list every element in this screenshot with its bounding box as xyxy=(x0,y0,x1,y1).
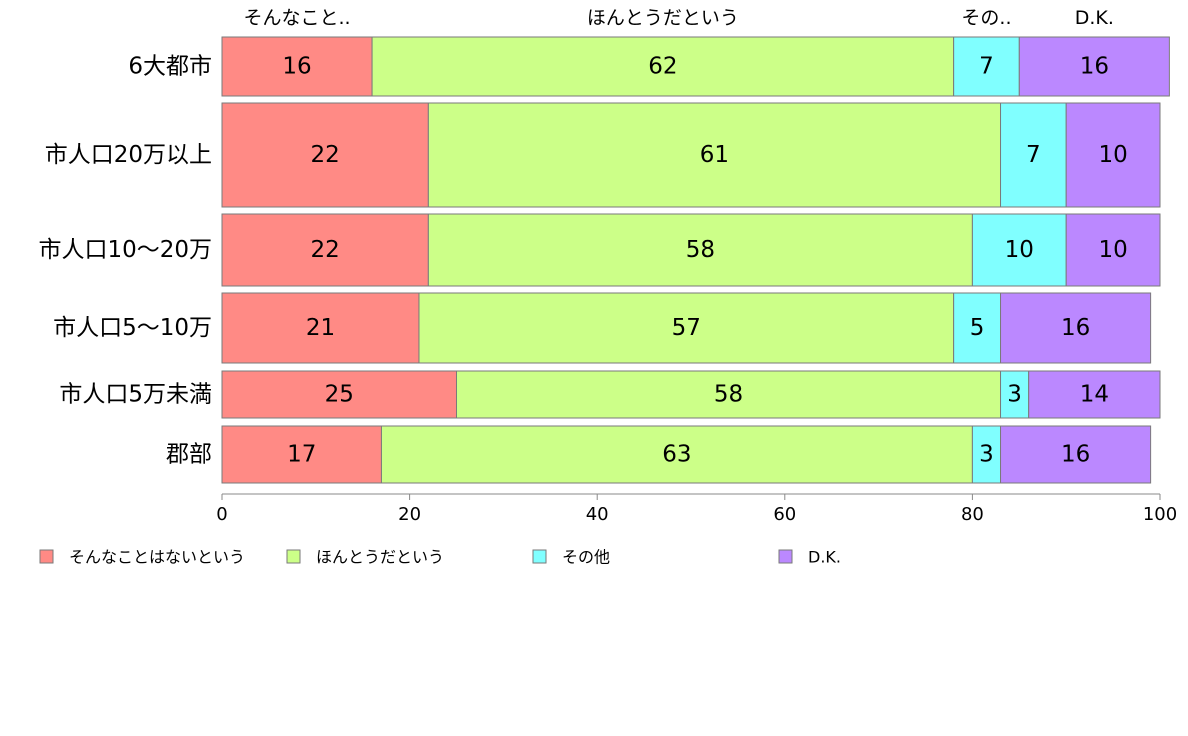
data-label-2-1: 22 xyxy=(311,142,340,168)
bar-segment-1-4 xyxy=(1018,36,1170,97)
legend-swatch-1 xyxy=(39,549,54,564)
top-segment-labels: そんなこと.. ほんとうだという その.. D.K. xyxy=(243,7,1113,29)
x-tick-label-2: 20 xyxy=(398,504,421,525)
bar-segment-6-1 xyxy=(221,425,382,484)
bars: 16 62 7 16 22 61 7 10 22 58 10 10 21 57 5 16 25 58 3 14 17 63… xyxy=(221,36,1170,484)
bar-segment-5-4 xyxy=(1028,370,1161,419)
data-label-6-4: 16 xyxy=(1061,442,1090,468)
bar-segment-6-2 xyxy=(380,425,973,484)
category-label-6: 郡部 xyxy=(166,442,212,468)
legend-label-3: その他 xyxy=(562,548,610,567)
data-label-3-1: 22 xyxy=(311,237,340,263)
category-label-1: 6大都市 xyxy=(128,54,212,80)
x-axis: 0 20 40 60 80 100 xyxy=(216,493,1177,525)
bar-segment-3-4 xyxy=(1065,213,1161,287)
data-label-1-4: 16 xyxy=(1080,54,1109,80)
bar-segment-6-4 xyxy=(1000,425,1152,484)
data-label-3-3: 10 xyxy=(1005,237,1034,263)
bar-segment-4-4 xyxy=(1000,292,1152,364)
data-label-2-2: 61 xyxy=(700,142,729,168)
x-tick-label-5: 80 xyxy=(961,504,984,525)
top-label-1: そんなこと.. xyxy=(243,7,350,29)
data-label-6-1: 17 xyxy=(287,442,316,468)
data-label-1-2: 62 xyxy=(648,54,677,80)
legend-label-1: そんなことはないという xyxy=(69,548,245,567)
data-label-1-1: 16 xyxy=(282,54,311,80)
bar-segment-1-1 xyxy=(221,36,373,97)
bar-segment-3-1 xyxy=(221,213,429,287)
data-label-5-2: 58 xyxy=(714,382,743,408)
bar-segment-6-3 xyxy=(971,425,1002,484)
bar-segment-1-2 xyxy=(371,36,955,97)
data-label-1-3: 7 xyxy=(979,54,994,80)
x-tick-label-3: 40 xyxy=(586,504,609,525)
legend-swatch-2 xyxy=(286,549,301,564)
top-label-2: ほんとうだという xyxy=(587,7,739,29)
legend-label-2: ほんとうだという xyxy=(316,548,444,567)
bar-segment-5-2 xyxy=(456,370,1002,419)
bar-segment-1-3 xyxy=(953,36,1020,97)
legend-swatch-3 xyxy=(532,549,547,564)
data-label-5-3: 3 xyxy=(1007,382,1022,408)
category-label-4: 市人口5〜10万 xyxy=(53,315,212,341)
bar-segment-5-1 xyxy=(221,370,457,419)
data-label-4-2: 57 xyxy=(672,315,701,341)
top-label-4: D.K. xyxy=(1075,7,1114,29)
data-label-3-4: 10 xyxy=(1098,237,1127,263)
x-tick-label-4: 60 xyxy=(773,504,796,525)
legend: そんなことはないという ほんとうだという その他 D.K. xyxy=(39,548,841,567)
bar-segment-2-4 xyxy=(1065,102,1161,208)
bar-segment-3-2 xyxy=(427,213,973,287)
data-label-5-1: 25 xyxy=(325,382,354,408)
data-label-5-4: 14 xyxy=(1080,382,1109,408)
data-label-2-3: 7 xyxy=(1026,142,1041,168)
data-label-6-3: 3 xyxy=(979,442,994,468)
bar-segment-5-3 xyxy=(1000,370,1030,419)
bar-segment-4-1 xyxy=(221,292,420,364)
data-label-4-4: 16 xyxy=(1061,315,1090,341)
bar-segment-2-1 xyxy=(221,102,429,208)
category-label-3: 市人口10〜20万 xyxy=(38,237,212,263)
x-tick-label-6: 100 xyxy=(1143,504,1177,525)
x-tick-label-1: 0 xyxy=(216,504,227,525)
data-label-2-4: 10 xyxy=(1098,142,1127,168)
bar-segment-2-2 xyxy=(427,102,1002,208)
data-label-4-1: 21 xyxy=(306,315,335,341)
data-label-6-2: 63 xyxy=(662,442,691,468)
legend-label-4: D.K. xyxy=(808,548,841,567)
bar-segment-4-2 xyxy=(418,292,955,364)
bar-segment-2-3 xyxy=(1000,102,1067,208)
category-label-5: 市人口5万未満 xyxy=(59,382,212,408)
data-label-3-2: 58 xyxy=(686,237,715,263)
category-label-2: 市人口20万以上 xyxy=(45,142,212,168)
data-label-4-3: 5 xyxy=(970,315,985,341)
legend-swatch-4 xyxy=(778,549,793,564)
top-label-3: その.. xyxy=(961,7,1011,29)
